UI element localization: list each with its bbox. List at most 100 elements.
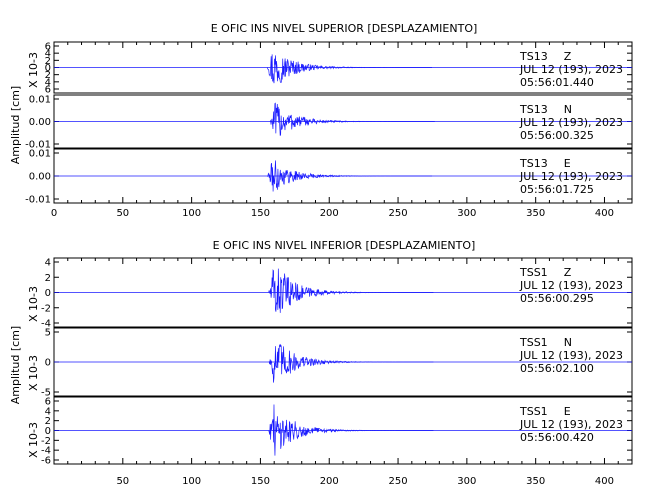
y-tick-label: 0.00 [29,117,51,128]
chart-title-lower: E OFIC INS NIVEL INFERIOR [DESPLAZAMIENT… [213,239,476,252]
x-tick-label: 100 [182,476,201,487]
scale-upper-z: X 10-3 [27,52,40,88]
waveform [268,268,434,313]
y-tick-label: 2 [45,56,51,67]
waveform [269,102,435,136]
trace-station-label: TSS1 E [519,405,571,418]
y-tick-label: 6 [45,42,51,53]
y-tick-label: -0.01 [25,140,51,151]
scale-lower-z: X 10-3 [27,286,40,322]
y-tick-label: 4 [45,406,51,417]
station-code: TS13 [519,50,548,63]
trace-date-label: JUL 12 (193), 2023 [519,349,623,362]
station-code: TS13 [519,103,548,116]
trace-time-label: 05:56:00.295 [520,292,594,305]
x-ticks-lower: 50 100 150 200 250 300 350 400 [53,258,633,487]
ylabel-lower: Amplitud [cm] [9,326,22,404]
y-tick-label: 0.01 [29,149,51,160]
y-tick-label: 2 [45,273,51,284]
y-tick-label: 6 [45,397,51,408]
x-tick-label: 300 [457,476,476,487]
x-tick-label: 350 [526,208,545,219]
component-code: E [564,405,571,418]
x-tick-label: 0 [51,208,57,219]
y-tick-label: -6 [41,456,51,467]
trace-time-label: 05:56:00.325 [520,129,594,142]
y-tick-label: 2 [45,70,51,81]
waveform [267,160,433,192]
y-tick-label: 0 [45,288,51,299]
waveform [266,54,433,84]
trace-time-label: 05:56:01.440 [520,76,594,89]
y-tick-label: -5 [41,388,51,399]
y-tick-label: -0.01 [25,195,51,206]
trace-date-label: JUL 12 (193), 2023 [519,418,623,431]
y-tick-label: 6 [45,85,51,96]
x-tick-label: 400 [595,476,614,487]
y-tick-label: 0 [45,358,51,369]
component-code: N [564,103,572,116]
waveform [268,404,434,456]
x-ticks-upper: 0 50 100 150 200 250 300 350 400 [51,42,633,219]
scale-lower-n: X 10-3 [27,355,40,391]
station-code: TSS1 [519,405,548,418]
y-tick-label: 0 [45,63,51,74]
trace-date-label: JUL 12 (193), 2023 [519,116,623,129]
x-tick-label: 50 [116,476,129,487]
y-tick-label: 4 [45,49,51,60]
y-tick-label: 2 [45,416,51,427]
y-tick-label: 0.00 [29,172,51,183]
x-tick-label: 250 [389,208,408,219]
y-tick-label: 4 [45,77,51,88]
trace-station-label: TS13 E [519,157,571,170]
component-code: Z [564,266,572,279]
component-code: Z [564,50,572,63]
x-tick-label: 150 [251,476,270,487]
trace-time-label: 05:56:00.420 [520,431,594,444]
y-tick-label: 0.01 [29,95,51,106]
y-tick-label: 5 [45,328,51,339]
trace-date-label: JUL 12 (193), 2023 [519,279,623,292]
station-code: TSS1 [519,336,548,349]
x-tick-label: 400 [595,208,614,219]
chart-title-upper: E OFIC INS NIVEL SUPERIOR [DESPLAZAMIENT… [211,22,478,35]
chart-upper: E OFIC INS NIVEL SUPERIOR [DESPLAZAMIENT… [9,22,633,219]
y-tick-label: 4 [45,258,51,269]
waveform [268,343,434,383]
x-tick-label: 200 [320,476,339,487]
station-code: TSS1 [519,266,548,279]
trace-date-label: JUL 12 (193), 2023 [519,170,623,183]
x-tick-label: 150 [251,208,270,219]
trace-time-label: 05:56:02.100 [520,362,594,375]
trace-time-label: 05:56:01.725 [520,183,594,196]
trace-date-label: JUL 12 (193), 2023 [519,63,623,76]
x-tick-label: 250 [389,476,408,487]
chart-lower: E OFIC INS NIVEL INFERIOR [DESPLAZAMIENT… [9,239,633,487]
y-tick-label: -4 [41,319,51,330]
scale-lower-e: X 10-3 [27,422,40,458]
x-tick-label: 200 [320,208,339,219]
y-tick-label: -4 [41,446,51,457]
trace-station-label: TS13 Z [519,50,572,63]
x-tick-label: 300 [457,208,476,219]
trace-station-label: TS13 N [519,103,572,116]
y-tick-label: -2 [41,303,51,314]
component-code: N [564,336,572,349]
ylabel-upper: Amplitud [cm] [9,86,22,164]
y-tick-label: -2 [41,436,51,447]
x-tick-label: 50 [116,208,129,219]
x-tick-label: 100 [182,208,201,219]
component-code: E [564,157,571,170]
station-code: TS13 [519,157,548,170]
trace-station-label: TSS1 N [519,336,572,349]
y-tick-label: 0 [45,426,51,437]
